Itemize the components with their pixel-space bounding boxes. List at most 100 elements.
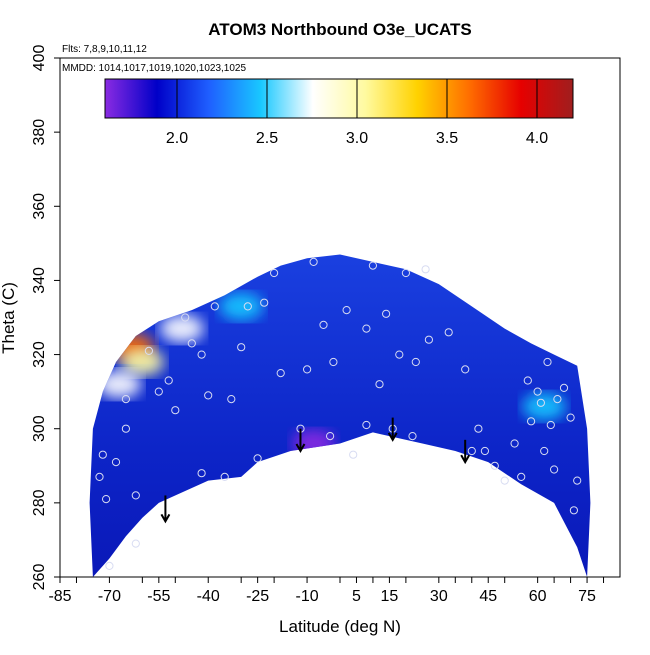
observation-point [546, 420, 555, 430]
colorbar-ticks: 2.0 2.5 3.0 3.5 4.0 [166, 79, 548, 147]
observation-point [98, 450, 107, 459]
observation-point [276, 369, 285, 378]
observation-point [368, 261, 377, 270]
observation-point [319, 320, 328, 329]
observation-point [237, 343, 246, 352]
observation-point [533, 387, 542, 396]
observation-point [444, 328, 453, 337]
observation-point [401, 268, 410, 278]
observation-point [102, 495, 111, 504]
observation-point [121, 424, 131, 433]
observation-point [523, 376, 532, 385]
x-tick-label: 60 [529, 588, 547, 605]
observation-point [342, 306, 351, 315]
observation-point [227, 395, 236, 404]
y-tick-label: 280 [31, 489, 48, 516]
observation-point [480, 446, 489, 456]
observation-point [474, 424, 483, 433]
x-tick-label: -55 [147, 588, 170, 605]
y-axis-label: Theta (C) [0, 282, 18, 354]
flights-note: Flts: 7,8,9,10,11,12 [62, 44, 147, 55]
observation-point [510, 439, 519, 448]
tropopause-arrow [387, 417, 398, 442]
observation-point [395, 350, 404, 359]
observation-point [197, 469, 206, 478]
observation-point [553, 395, 562, 404]
observation-point [220, 472, 229, 481]
observation-point [411, 357, 420, 367]
observation-point [408, 432, 417, 441]
y-tick-label: 400 [31, 45, 48, 72]
x-tick-label: 45 [479, 588, 497, 605]
observation-point [517, 472, 526, 481]
observation-point [421, 265, 430, 274]
observation-points [95, 257, 582, 571]
colorbar: 2.0 2.5 3.0 3.5 4.0 [104, 78, 574, 147]
heatmap-hotspot [522, 392, 567, 421]
tropopause-arrows [160, 417, 471, 524]
colorbar-tick-label: 3.5 [436, 130, 458, 147]
colorbar-tick-label: 3.0 [346, 130, 368, 147]
y-tick-label: 380 [31, 119, 48, 146]
observation-point [362, 324, 371, 333]
observation-point [197, 350, 206, 359]
observation-point [181, 313, 190, 322]
colorbar-tick-label: 4.0 [526, 130, 548, 147]
colorbar-gradient [104, 78, 574, 119]
observation-point [270, 268, 279, 278]
heatmap-hotspot [291, 429, 336, 458]
observation-point [243, 302, 252, 311]
observation-point [326, 432, 335, 441]
observation-point [461, 365, 470, 374]
x-tick-label: -85 [48, 588, 71, 605]
observation-point [329, 357, 338, 367]
observation-point [500, 476, 509, 485]
heatmap-field [89, 254, 591, 577]
y-tick-label: 300 [31, 415, 48, 442]
x-tick-label: -40 [197, 588, 220, 605]
observation-point [187, 339, 196, 348]
tropopause-arrow [160, 495, 171, 524]
x-tick-label: 5 [352, 588, 361, 605]
x-tick-label: 15 [381, 588, 399, 605]
observation-point [131, 539, 140, 548]
dates-note: MMDD: 1014,1017,1019,1020,1023,1025 [62, 63, 246, 74]
x-tick-label: -10 [295, 588, 318, 605]
observation-point [490, 461, 499, 470]
x-axis-label: Latitude (deg N) [279, 617, 401, 636]
heatmap-hotspot [120, 347, 165, 376]
observation-point [111, 458, 121, 467]
observation-point [569, 506, 579, 515]
x-tick-label: -25 [246, 588, 269, 605]
heatmap-hotspot [159, 314, 204, 343]
observation-point [210, 302, 219, 311]
observation-point [566, 413, 575, 422]
observation-point [95, 472, 104, 481]
observation-point [260, 298, 269, 307]
observation-point [154, 387, 163, 396]
tropopause-arrow [460, 439, 471, 465]
tropopause-arrow [295, 428, 306, 453]
chart-title: ATOM3 Northbound O3e_UCATS [208, 20, 472, 39]
y-tick-label: 340 [31, 267, 48, 294]
x-tick-label: 30 [430, 588, 448, 605]
colorbar-tick-label: 2.0 [166, 130, 188, 147]
observation-point [303, 365, 312, 374]
observation-point [543, 357, 552, 367]
observation-point [349, 450, 358, 459]
heatmap-domain [89, 254, 591, 577]
heatmap-hotspot [219, 292, 264, 321]
observation-point [527, 417, 536, 426]
observation-point [540, 446, 549, 456]
y-tick-label: 260 [31, 564, 48, 591]
observation-point [121, 395, 131, 404]
colorbar-tick-label: 2.5 [256, 130, 278, 147]
observation-point [105, 561, 114, 571]
observation-point [204, 391, 213, 400]
observation-point [171, 406, 180, 415]
observation-point [309, 257, 318, 266]
observation-point [144, 346, 153, 355]
observation-point [131, 491, 140, 500]
